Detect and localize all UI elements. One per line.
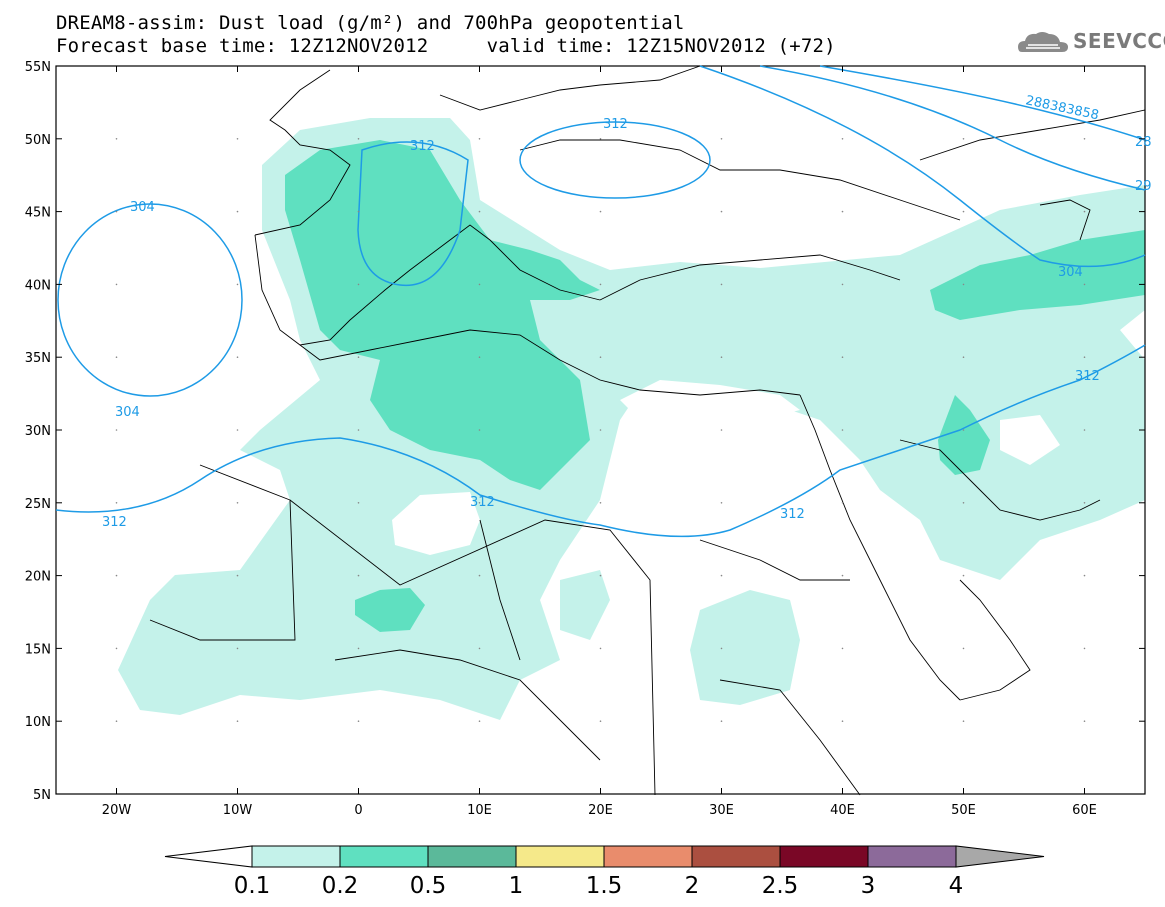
lat-tick-label: 10N bbox=[25, 715, 51, 730]
lat-tick-label: 40N bbox=[25, 278, 51, 293]
contour-label: 312 bbox=[410, 139, 435, 154]
colorbar-label: 4 bbox=[949, 873, 964, 899]
lon-tick-label: 20W bbox=[102, 803, 132, 818]
colorbar: 0.1 0.2 0.5 1 1.5 2 2.5 3 4 bbox=[164, 845, 1045, 899]
cloud-icon bbox=[1018, 32, 1068, 52]
contour-label: 312 bbox=[780, 507, 805, 522]
lon-tick-label: 40E bbox=[830, 803, 855, 818]
lat-tick-label: 5N bbox=[33, 788, 51, 803]
contour-label: 304 bbox=[130, 200, 155, 215]
contour-label: 312 bbox=[470, 495, 495, 510]
lon-tick-label: 30E bbox=[709, 803, 734, 818]
colorbar-label: 0.5 bbox=[410, 873, 447, 899]
colorbar-under-arrow bbox=[164, 845, 253, 868]
contour-label: 312 bbox=[603, 117, 628, 132]
colorbar-swatch bbox=[691, 845, 781, 868]
country-borders bbox=[149, 65, 1146, 796]
lon-tick-label: 20E bbox=[588, 803, 613, 818]
geopotential-contours bbox=[55, 65, 1146, 538]
lat-tick-label: 35N bbox=[25, 351, 51, 366]
lat-tick-label: 55N bbox=[25, 60, 51, 75]
map-grid: 55N 50N 45N 40N 35N 30N 25N 20N 15N 10N 5N 20W 10W 0 1… bbox=[25, 60, 1145, 818]
colorbar-swatch bbox=[515, 845, 605, 868]
contour-label: 288383858 bbox=[1024, 93, 1100, 123]
contour-label: 304 bbox=[1058, 265, 1083, 280]
lat-tick-label: 15N bbox=[25, 642, 51, 657]
lon-tick-label: 10W bbox=[223, 803, 253, 818]
dust-shading-medium bbox=[285, 140, 1145, 632]
contour-label: 312 bbox=[1075, 369, 1100, 384]
colorbar-swatch bbox=[339, 845, 429, 868]
map-title: DREAM8-assim: Dust load (g/m²) and 700hP… bbox=[56, 12, 685, 34]
colorbar-swatch bbox=[251, 845, 341, 868]
lat-tick-label: 45N bbox=[25, 206, 51, 221]
lon-tick-label: 0 bbox=[354, 803, 362, 818]
colorbar-swatch bbox=[779, 845, 869, 868]
lat-tick-label: 30N bbox=[25, 424, 51, 439]
lon-tick-label: 10E bbox=[467, 803, 492, 818]
contour-label: 29 bbox=[1135, 179, 1152, 194]
dust-shading-clear bbox=[392, 380, 1060, 555]
lat-tick-label: 20N bbox=[25, 570, 51, 585]
colorbar-label: 1 bbox=[509, 873, 524, 899]
colorbar-label: 2.5 bbox=[762, 873, 799, 899]
lon-tick-label: 60E bbox=[1072, 803, 1097, 818]
colorbar-swatch bbox=[603, 845, 693, 868]
lat-tick-label: 25N bbox=[25, 497, 51, 512]
logo-text: SEEVCCC bbox=[1073, 29, 1165, 53]
contour-label: 304 bbox=[115, 405, 140, 420]
colorbar-swatch bbox=[867, 845, 957, 868]
lon-tick-label: 50E bbox=[951, 803, 976, 818]
colorbar-swatch bbox=[427, 845, 517, 868]
colorbar-label: 3 bbox=[861, 873, 876, 899]
colorbar-label: 2 bbox=[685, 873, 700, 899]
colorbar-label: 1.5 bbox=[586, 873, 623, 899]
map-subtitle: Forecast base time: 12Z12NOV2012 valid t… bbox=[56, 35, 836, 57]
contour-label: 312 bbox=[102, 515, 127, 530]
dust-shading-light bbox=[118, 118, 1145, 720]
lat-tick-label: 50N bbox=[25, 133, 51, 148]
colorbar-over-arrow bbox=[955, 845, 1045, 868]
colorbar-label: 0.1 bbox=[234, 873, 271, 899]
contour-label: 28 bbox=[1135, 135, 1152, 150]
colorbar-label: 0.2 bbox=[322, 873, 359, 899]
